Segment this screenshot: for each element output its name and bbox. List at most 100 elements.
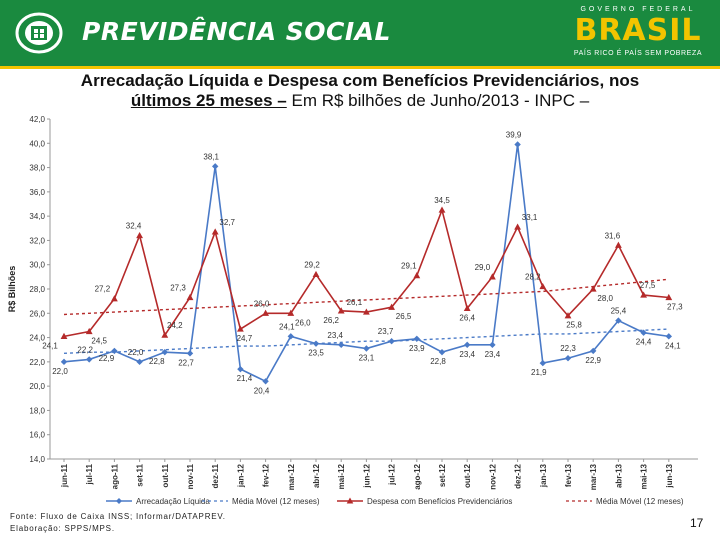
title-bold: Arrecadação Líquida e Despesa com Benefí… [80, 71, 640, 90]
data-point-arrecadacao [615, 317, 622, 324]
x-tick-label: jul-11 [85, 463, 94, 485]
data-point-despesa [262, 309, 269, 316]
data-label-arrecadacao: 23,7 [378, 327, 394, 336]
data-point-arrecadacao [388, 338, 395, 345]
data-point-despesa [388, 303, 395, 310]
data-point-despesa [438, 206, 446, 213]
y-tick-label: 22,0 [29, 358, 45, 367]
data-label-despesa: 32,7 [219, 218, 235, 227]
data-label-despesa: 26,2 [323, 316, 339, 325]
data-label-despesa: 26,0 [254, 299, 270, 308]
x-tick-label: dez-11 [211, 463, 220, 488]
slide-title: Arrecadação Líquida e Despesa com Benefí… [10, 71, 710, 111]
title-underlined: últimos 25 meses – [130, 91, 287, 110]
footer-line-elaboration: Elaboração: SPPS/MPS. [10, 524, 115, 533]
data-label-arrecadacao: 22,2 [77, 345, 93, 354]
data-label-despesa: 26,5 [396, 312, 412, 321]
legend-arrecadacao: Arrecadação Líquida [136, 497, 210, 506]
data-label-despesa: 34,5 [434, 196, 450, 205]
gov-slogan: PAÍS RICO É PAÍS SEM POBREZA [573, 50, 703, 57]
legend-marker-diamond [116, 498, 122, 504]
y-tick-label: 18,0 [29, 406, 45, 415]
data-point-despesa [186, 293, 194, 301]
data-point-despesa [136, 231, 143, 239]
x-tick-label: out-12 [463, 463, 472, 488]
data-label-arrecadacao: 22,7 [178, 358, 194, 367]
x-tick-label: fev-13 [564, 463, 573, 487]
data-point-arrecadacao [60, 358, 68, 366]
data-point-despesa [111, 295, 118, 302]
y-axis-label: R$ Bilhões [7, 266, 17, 313]
data-label-arrecadacao: 22,9 [99, 354, 115, 363]
data-label-arrecadacao: 22,8 [430, 357, 446, 366]
data-label-arrecadacao: 24,1 [279, 322, 295, 331]
header-banner: PREVIDÊNCIA SOCIAL GOVERNO FEDERAL BRASI… [0, 0, 720, 66]
x-tick-label: mai-13 [640, 463, 649, 489]
data-point-despesa [287, 309, 295, 316]
x-tick-label: jun-11 [60, 463, 69, 488]
y-tick-label: 28,0 [29, 285, 45, 294]
data-point-arrecadacao [413, 335, 420, 342]
data-label-despesa: 24,7 [237, 334, 253, 343]
data-label-arrecadacao: 24,1 [665, 341, 681, 350]
data-point-despesa [615, 241, 622, 248]
legend-media-movel-arrecadacao: Média Móvel (12 meses) [232, 497, 320, 506]
moving-average-line [63, 328, 669, 355]
x-tick-label: jun-12 [362, 463, 371, 488]
x-tick-label: nov-11 [186, 463, 195, 489]
x-tick-label: mar-12 [287, 463, 296, 490]
data-label-despesa: 26,4 [459, 313, 475, 322]
data-point-despesa [489, 273, 496, 280]
data-label-despesa: 28,0 [597, 294, 613, 303]
series-line [63, 207, 669, 338]
brand-title: PREVIDÊNCIA SOCIAL [82, 17, 391, 46]
data-label-despesa: 29,1 [401, 262, 417, 271]
y-tick-label: 38,0 [29, 164, 45, 173]
data-label-arrecadacao: 23,1 [359, 354, 375, 363]
governo-federal-logo: GOVERNO FEDERAL BRASIL PAÍS RICO É PAÍS … [568, 6, 708, 62]
data-label-arrecadacao: 20,4 [254, 386, 270, 395]
data-point-despesa [589, 285, 597, 292]
y-tick-label: 20,0 [29, 382, 45, 391]
data-point-arrecadacao [438, 348, 446, 356]
data-label-despesa: 24,1 [42, 341, 58, 350]
data-label-despesa: 29,2 [304, 260, 320, 269]
moving-average-line [63, 278, 669, 316]
data-label-arrecadacao: 23,4 [327, 331, 343, 340]
y-tick-label: 34,0 [29, 212, 45, 221]
data-point-despesa [60, 332, 68, 339]
x-tick-label: mai-12 [337, 463, 346, 489]
page-number: 17 [690, 516, 704, 530]
data-point-despesa [85, 327, 93, 335]
x-tick-label: set-11 [136, 463, 145, 486]
data-label-despesa: 31,6 [605, 231, 621, 240]
legend-media-movel-despesa: Média Móvel (12 meses) [596, 497, 684, 506]
y-tick-label: 30,0 [29, 261, 45, 270]
x-tick-label: out-11 [161, 463, 170, 487]
legend-despesa: Despesa com Benefícios Previdenciários [367, 497, 512, 506]
data-point-despesa [237, 325, 244, 332]
data-point-despesa [211, 228, 219, 235]
data-point-arrecadacao [665, 333, 672, 340]
data-label-arrecadacao: 24,4 [636, 338, 652, 347]
data-point-arrecadacao [262, 378, 269, 385]
data-label-despesa: 33,1 [522, 213, 538, 222]
title-rest: Em R$ bilhões de Junho/2013 - INPC – [286, 91, 590, 110]
data-label-arrecadacao: 23,9 [409, 344, 425, 353]
data-label-despesa: 25,8 [566, 321, 582, 330]
data-point-despesa [363, 308, 370, 315]
data-label-arrecadacao: 21,4 [237, 374, 253, 383]
y-tick-label: 24,0 [29, 334, 45, 343]
data-point-arrecadacao [514, 141, 521, 148]
data-point-arrecadacao [186, 350, 194, 357]
data-point-despesa [463, 304, 471, 312]
data-point-arrecadacao [539, 359, 546, 367]
y-tick-label: 40,0 [29, 139, 45, 148]
data-label-arrecadacao: 23,4 [485, 350, 501, 359]
data-label-arrecadacao: 22,0 [128, 348, 144, 357]
data-label-arrecadacao: 39,9 [506, 131, 522, 140]
data-label-despesa: 26,1 [347, 298, 363, 307]
x-tick-label: jun-13 [665, 463, 674, 488]
data-point-despesa [539, 282, 547, 290]
brasil-wordmark: BRASIL [574, 13, 702, 48]
